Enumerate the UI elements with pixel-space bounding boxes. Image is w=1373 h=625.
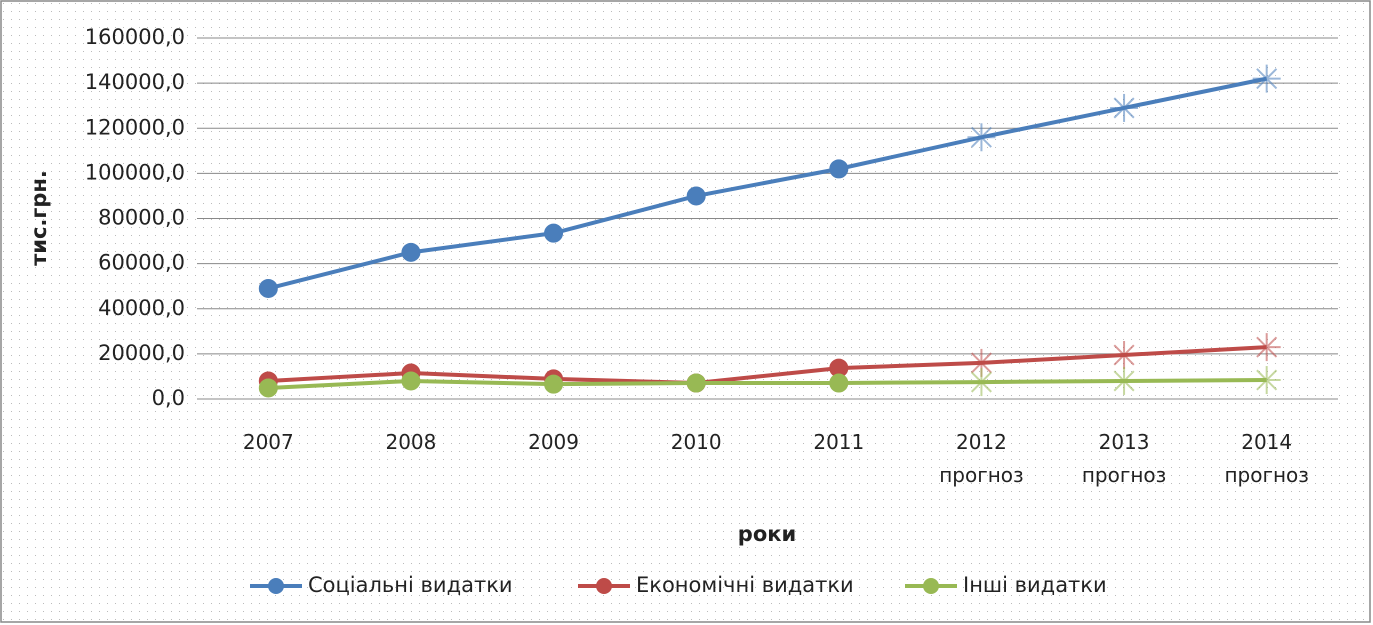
marker <box>401 371 421 391</box>
series-line <box>267 76 1268 291</box>
marker-stroke <box>1256 336 1278 358</box>
x-tick-label: 2012 прогноз <box>939 430 1024 487</box>
marker <box>829 373 849 393</box>
x-tick-label: 2007 <box>242 430 294 454</box>
y-axis-title: тис.грн. <box>27 170 51 266</box>
x-tick-label: 2010 <box>670 430 722 454</box>
y-tick-label: 120000,0 <box>85 115 185 139</box>
x-tick-label: 2008 <box>385 430 437 454</box>
marker <box>686 186 706 206</box>
marker <box>544 374 564 394</box>
marker-stroke <box>970 371 992 393</box>
x-tick-label: 2014 прогноз <box>1224 430 1309 487</box>
marker-star <box>967 123 996 152</box>
marker-stroke <box>970 352 992 374</box>
marker-stroke <box>1113 344 1135 366</box>
marker <box>686 373 706 393</box>
x-tick-label: 2013 прогноз <box>1081 430 1167 487</box>
y-tick-label: 140000,0 <box>85 70 185 94</box>
marker-stroke <box>1256 369 1278 391</box>
marker <box>829 159 849 179</box>
legend-marker <box>923 578 939 594</box>
marker-stroke <box>970 126 992 148</box>
legend-marker <box>268 578 284 594</box>
marker-stroke <box>1113 97 1135 119</box>
marker <box>258 278 278 298</box>
marker-stroke <box>1256 68 1278 90</box>
legend-label: Інші видатки <box>963 573 1107 597</box>
y-tick-label: 60000,0 <box>98 251 185 275</box>
y-tick-label: 80000,0 <box>98 206 185 230</box>
marker <box>258 378 278 398</box>
series-line <box>268 345 1267 385</box>
marker-star <box>1252 64 1281 93</box>
y-tick-label: 20000,0 <box>98 341 185 365</box>
y-tick-label: 100000,0 <box>85 160 185 184</box>
marker <box>401 242 421 262</box>
x-tick-label: 2011 <box>813 430 865 454</box>
marker <box>544 223 564 243</box>
marker-star <box>1252 333 1281 362</box>
marker-star <box>1110 93 1139 122</box>
x-axis-title: роки <box>738 522 796 546</box>
y-tick-label: 0,0 <box>152 386 185 410</box>
legend-label: Економічні видатки <box>636 573 854 597</box>
marker-star <box>1110 366 1139 395</box>
marker-stroke <box>1113 370 1135 392</box>
legend-label: Соціальні видатки <box>308 573 513 597</box>
series-line <box>268 378 1267 390</box>
x-tick-label: 2009 <box>528 430 580 454</box>
legend-marker <box>596 578 612 594</box>
marker-star <box>1110 341 1139 370</box>
y-tick-label: 40000,0 <box>98 296 185 320</box>
y-tick-label: 160000,0 <box>85 25 185 49</box>
marker-star <box>1252 366 1281 395</box>
marker-star <box>967 368 996 397</box>
